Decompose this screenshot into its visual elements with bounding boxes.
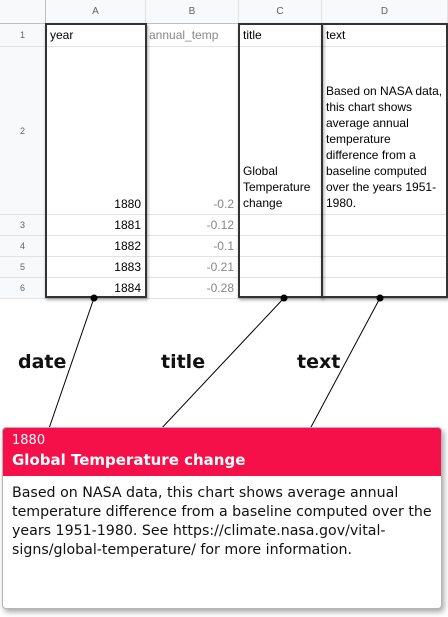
callout-label-title: title [161, 351, 206, 373]
cell-a1[interactable]: year [46, 24, 146, 47]
cell-c2-value: Global Temperature change [243, 164, 311, 210]
select-all-corner[interactable] [0, 0, 46, 24]
column-header-a[interactable]: A [46, 0, 146, 24]
cell-a2-value: 1880 [114, 197, 141, 211]
cell-a5[interactable]: 1883 [46, 257, 146, 278]
cell-d4[interactable] [322, 236, 448, 257]
cell-a2[interactable]: 1880 [46, 47, 146, 215]
cell-c2[interactable]: Global Temperature change [239, 47, 322, 215]
tooltip-date: 1880 [12, 433, 46, 448]
column-header-d[interactable]: D [322, 0, 448, 24]
cell-d3[interactable] [322, 215, 448, 236]
row-header-3[interactable]: 3 [0, 215, 46, 236]
row-header-4[interactable]: 4 [0, 236, 46, 257]
tooltip-body-text: Based on NASA data, this chart shows ave… [12, 485, 432, 558]
column-header-b[interactable]: B [146, 0, 239, 24]
cell-d1[interactable]: text [322, 24, 448, 47]
cell-b2-value: -0.2 [213, 197, 234, 211]
tooltip-title: Global Temperature change [12, 451, 246, 469]
tooltip-preview: 1880 Global Temperature change Based on … [2, 427, 442, 609]
cell-c5[interactable] [239, 257, 322, 278]
cell-b6[interactable]: -0.28 [146, 278, 239, 299]
cell-c3[interactable] [239, 215, 322, 236]
cell-c1[interactable]: title [239, 24, 322, 47]
cell-d6[interactable] [322, 278, 448, 299]
cell-d2-value: Based on NASA data, this chart shows ave… [326, 84, 443, 210]
row-header-2[interactable]: 2 [0, 47, 46, 215]
cell-a4[interactable]: 1882 [46, 236, 146, 257]
spreadsheet-grid: A B C D 1 2 3 4 5 6 year annual_temp tit… [0, 0, 448, 300]
cell-b1[interactable]: annual_temp [146, 24, 239, 47]
cell-c4[interactable] [239, 236, 322, 257]
cell-b3[interactable]: -0.12 [146, 215, 239, 236]
row-header-6[interactable]: 6 [0, 278, 46, 299]
cell-b5[interactable]: -0.21 [146, 257, 239, 278]
cell-a6[interactable]: 1884 [46, 278, 146, 299]
cell-d5[interactable] [322, 257, 448, 278]
cell-c6[interactable] [239, 278, 322, 299]
cell-b2[interactable]: -0.2 [146, 47, 239, 215]
callout-label-text: text [297, 351, 341, 373]
cell-a3[interactable]: 1881 [46, 215, 146, 236]
tooltip-header: 1880 Global Temperature change [3, 428, 441, 476]
row-header-5[interactable]: 5 [0, 257, 46, 278]
cell-d2[interactable]: Based on NASA data, this chart shows ave… [322, 47, 448, 215]
callout-label-date: date [18, 351, 67, 373]
row-header-1[interactable]: 1 [0, 24, 46, 47]
column-header-c[interactable]: C [239, 0, 322, 24]
cell-b4[interactable]: -0.1 [146, 236, 239, 257]
